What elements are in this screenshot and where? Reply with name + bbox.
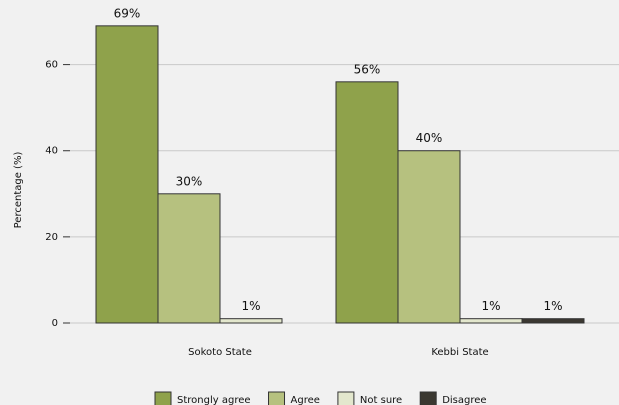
data-label: 1%: [481, 299, 500, 313]
y-tick-label: 40: [45, 146, 58, 157]
bar: [459, 318, 523, 324]
bar: [397, 150, 461, 324]
legend-label: Not sure: [360, 395, 402, 405]
legend-label: Agree: [291, 395, 320, 405]
legend-swatch: [419, 391, 437, 405]
bar: [521, 318, 585, 324]
bar: [335, 81, 399, 324]
data-label: 40%: [416, 131, 443, 145]
bar: [157, 193, 221, 324]
legend-label: Disagree: [442, 395, 486, 405]
legend-swatch: [154, 391, 172, 405]
x-tick-label: Sokoto State: [188, 347, 252, 358]
bar: [95, 25, 159, 324]
legend-swatch: [268, 391, 286, 405]
y-axis-label: Percentage (%): [13, 152, 24, 229]
data-label: 56%: [354, 62, 381, 76]
y-tick-label: 0: [52, 318, 58, 329]
x-tick-label: Kebbi State: [431, 347, 488, 358]
data-label: 30%: [176, 174, 203, 188]
data-label: 69%: [114, 6, 141, 20]
data-label: 1%: [543, 299, 562, 313]
y-tick-label: 20: [45, 232, 58, 243]
y-tick-label: 60: [45, 60, 58, 71]
bar: [219, 318, 283, 324]
legend-swatch: [337, 391, 355, 405]
data-label: 1%: [241, 299, 260, 313]
legend-label: Strongly agree: [177, 395, 251, 405]
